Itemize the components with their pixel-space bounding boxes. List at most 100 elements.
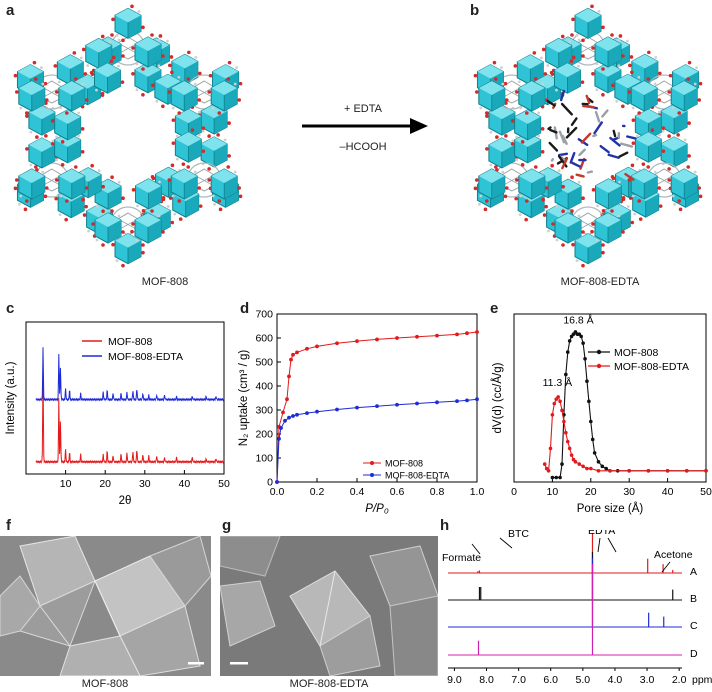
data-point-mof-808: [604, 466, 608, 471]
annotation-arrow: [471, 543, 481, 555]
x-tick-label: 0: [511, 486, 517, 498]
data-point-mof-808-edta: [395, 402, 399, 407]
x-tick-label: 3.0: [640, 674, 655, 686]
data-point-mof-808-edta: [305, 411, 309, 416]
edta-bond: [612, 129, 617, 138]
data-point-mof-808: [465, 331, 469, 336]
data-point-mof-808-edta: [475, 397, 479, 402]
annotation-edta: EDTA: [588, 530, 615, 537]
edta-bond: [565, 126, 578, 139]
caption-g: MOF-808-EDTA: [289, 678, 369, 690]
y-tick-label: 400: [255, 381, 273, 393]
edta-bond: [626, 135, 637, 140]
data-point-mof-808: [287, 374, 291, 379]
x-axis-label: P/P₀: [365, 503, 389, 515]
data-point-mof-808: [585, 379, 589, 383]
chart-h-nmr: A B C D 9.0 8.0 7.0 6.0 5.0 4.0 3.0 2.0 ppm Formate BT…: [442, 530, 712, 686]
x-tick-label: 20: [99, 478, 111, 490]
annotation-btc: BTC: [508, 530, 529, 540]
data-point-mof-808-edta: [589, 466, 593, 471]
data-point-mof-808: [567, 339, 572, 343]
data-point-mof-808-edta: [585, 466, 589, 471]
data-point-mof-808-edta: [665, 469, 670, 473]
data-point-mof-808-edta: [287, 415, 291, 420]
edta-bond: [601, 109, 609, 118]
data-point-mof-808-edta: [375, 404, 379, 409]
data-point-mof-808-edta: [565, 439, 570, 444]
edta-bond: [580, 132, 592, 144]
caption-a: MOF-808: [141, 276, 189, 288]
data-point-mof-808: [596, 460, 601, 464]
legend-marker-d: [370, 473, 374, 477]
x-tick-label: 8.0: [479, 674, 494, 686]
scale-bar-g: [230, 662, 248, 665]
x-tick-label: 0.8: [430, 486, 445, 498]
caption-f: MOF-808: [81, 678, 129, 690]
data-point-mof-808: [415, 334, 419, 339]
peak-annotation: 11.3 Å: [543, 376, 573, 389]
zr-cluster: [24, 133, 60, 173]
panel-label-f: f: [6, 517, 11, 534]
legend-marker-d: [370, 461, 374, 465]
x-tick-label: 2.0: [672, 674, 687, 686]
data-point-mof-808-edta: [646, 469, 651, 473]
data-point-mof-808: [589, 419, 593, 424]
x-tick-label: 50: [218, 478, 230, 490]
data-point-mof-808-edta: [581, 464, 585, 469]
x-tick-label: 50: [700, 486, 712, 498]
y-tick-label: 300: [255, 405, 273, 417]
data-point-mof-808-edta: [335, 407, 339, 412]
x-tick-label: 0.0: [270, 486, 285, 498]
chart-e-pore-size: 0 10 20 30 40 50 16.8 Å 11.3 Å MOF-808 MOF-808-ED…: [491, 313, 712, 515]
scale-bar-f: [188, 662, 204, 665]
spectrum-label-D: D: [690, 648, 698, 660]
data-point-mof-808-edta: [567, 446, 572, 451]
x-tick-label: 1.0: [470, 486, 485, 498]
zr-cluster: [590, 208, 626, 248]
data-point-mof-808: [587, 399, 591, 404]
x-tick-label: 5.0: [576, 674, 591, 686]
data-point-mof-808: [315, 344, 319, 349]
series-line-mof-808-edta: [35, 347, 225, 403]
annotation-arrow: [597, 537, 601, 553]
edta-molecule: [546, 89, 637, 181]
mof-808-structure: [13, 4, 243, 268]
data-point-mof-808: [395, 336, 399, 340]
data-point-mof-808: [281, 410, 285, 415]
data-point-mof-808-edta: [608, 469, 612, 473]
data-point-mof-808: [550, 475, 555, 480]
data-point-mof-808: [295, 350, 299, 355]
data-point-mof-808-edta: [562, 419, 566, 424]
data-point-mof-808-edta: [573, 460, 578, 464]
zr-cluster: [130, 208, 166, 248]
data-point-mof-808-edta: [550, 413, 555, 417]
edta-bond: [592, 133, 598, 138]
data-point-mof-808: [581, 341, 585, 345]
data-point-mof-808-edta: [548, 446, 553, 451]
data-point-mof-808: [590, 437, 595, 442]
edta-bond: [548, 141, 559, 152]
edta-bond: [560, 102, 573, 116]
data-point-mof-808: [564, 372, 568, 377]
data-point-mof-808-edta: [560, 408, 564, 413]
edta-bond: [575, 173, 585, 178]
edta-bond: [550, 158, 555, 162]
y-tick-label: 700: [255, 309, 273, 321]
data-point-mof-808: [455, 332, 459, 337]
legend-marker-e: [596, 349, 602, 355]
x-tick-label: 30: [623, 486, 635, 498]
sem-image-mof-808-edta: [220, 536, 438, 676]
data-point-mof-808-edta: [577, 462, 582, 466]
data-point-mof-808-edta: [283, 418, 287, 423]
data-point-mof-808-edta: [455, 399, 459, 404]
x-tick-label: 9.0: [447, 674, 462, 686]
x-axis-label: Pore size (Å): [577, 502, 644, 515]
data-point-mof-808-edta: [564, 430, 568, 435]
edta-bond: [619, 142, 634, 148]
spectrum-label-C: C: [690, 620, 698, 632]
edta-bond: [618, 151, 629, 158]
data-point-mof-808-edta: [556, 395, 560, 399]
data-point-mof-808-edta: [596, 469, 601, 473]
series-line-mof-808: [35, 367, 225, 465]
sem-image-mof-808: [0, 536, 211, 676]
